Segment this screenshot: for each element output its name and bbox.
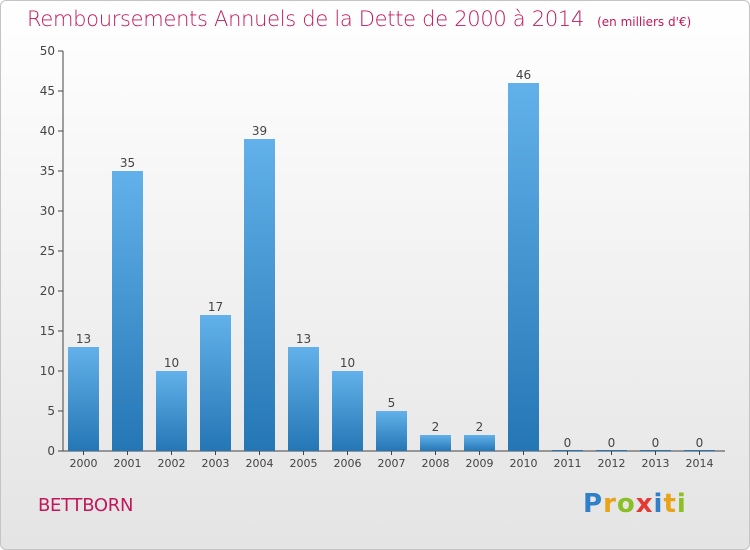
bar	[288, 347, 319, 451]
x-tick-label: 2005	[290, 457, 318, 470]
logo-letter: r	[603, 489, 617, 519]
data-label: 0	[696, 436, 704, 450]
bar	[684, 450, 715, 451]
data-label: 13	[296, 332, 311, 346]
title-row: Remboursements Annuels de la Dette de 20…	[27, 7, 691, 31]
x-tick-label: 2012	[598, 457, 626, 470]
bar	[376, 411, 407, 451]
bar	[508, 83, 539, 451]
bar	[640, 450, 671, 451]
data-label: 0	[564, 436, 572, 450]
data-label: 39	[252, 124, 267, 138]
logo-letter: o	[616, 489, 636, 519]
bar	[200, 315, 231, 451]
x-tick-label: 2000	[70, 457, 98, 470]
y-tick-label: 20	[40, 284, 55, 298]
y-tick-label: 10	[40, 364, 55, 378]
logo-letter: i	[676, 489, 687, 519]
bar	[156, 371, 187, 451]
logo-letter: x	[635, 489, 654, 519]
y-tick-label: 0	[47, 444, 55, 458]
y-tick-label: 25	[40, 244, 55, 258]
bar	[244, 139, 275, 451]
chart-title: Remboursements Annuels de la Dette de 20…	[27, 7, 584, 31]
data-label: 2	[432, 420, 440, 434]
logo-letter: i	[653, 489, 664, 519]
x-tick-label: 2007	[378, 457, 406, 470]
x-tick-label: 2009	[466, 457, 494, 470]
brand-logo: Proxiti	[583, 489, 687, 519]
bar	[464, 435, 495, 451]
y-tick-label: 45	[40, 84, 55, 98]
x-tick-label: 2008	[422, 457, 450, 470]
x-tick-label: 2006	[334, 457, 362, 470]
data-label: 0	[608, 436, 616, 450]
bar	[112, 171, 143, 451]
y-tick-label: 15	[40, 324, 55, 338]
chart-unit: (en milliers d'€)	[597, 15, 692, 29]
x-tick-label: 2002	[158, 457, 186, 470]
y-tick-label: 40	[40, 124, 55, 138]
x-tick-label: 2011	[554, 457, 582, 470]
x-tick-label: 2003	[202, 457, 230, 470]
bar	[68, 347, 99, 451]
x-tick-label: 2014	[686, 457, 714, 470]
y-tick-label: 5	[47, 404, 55, 418]
data-label: 2	[476, 420, 484, 434]
data-label: 17	[208, 300, 223, 314]
data-label: 10	[340, 356, 355, 370]
x-tick-label: 2013	[642, 457, 670, 470]
data-label: 46	[516, 68, 531, 82]
bar	[332, 371, 363, 451]
y-tick-label: 35	[40, 164, 55, 178]
data-label: 35	[120, 156, 135, 170]
commune-name: BETTBORN	[38, 495, 134, 516]
bar	[552, 450, 583, 451]
bar	[420, 435, 451, 451]
data-label: 5	[388, 396, 396, 410]
data-label: 13	[76, 332, 91, 346]
data-label: 10	[164, 356, 179, 370]
x-tick-label: 2010	[510, 457, 538, 470]
bar	[596, 450, 627, 451]
logo-letter: t	[663, 489, 677, 519]
x-tick-label: 2001	[114, 457, 142, 470]
y-tick-label: 50	[40, 44, 55, 58]
y-tick-label: 30	[40, 204, 55, 218]
data-label: 0	[652, 436, 660, 450]
logo-letter: P	[583, 489, 604, 519]
x-tick-label: 2004	[246, 457, 274, 470]
